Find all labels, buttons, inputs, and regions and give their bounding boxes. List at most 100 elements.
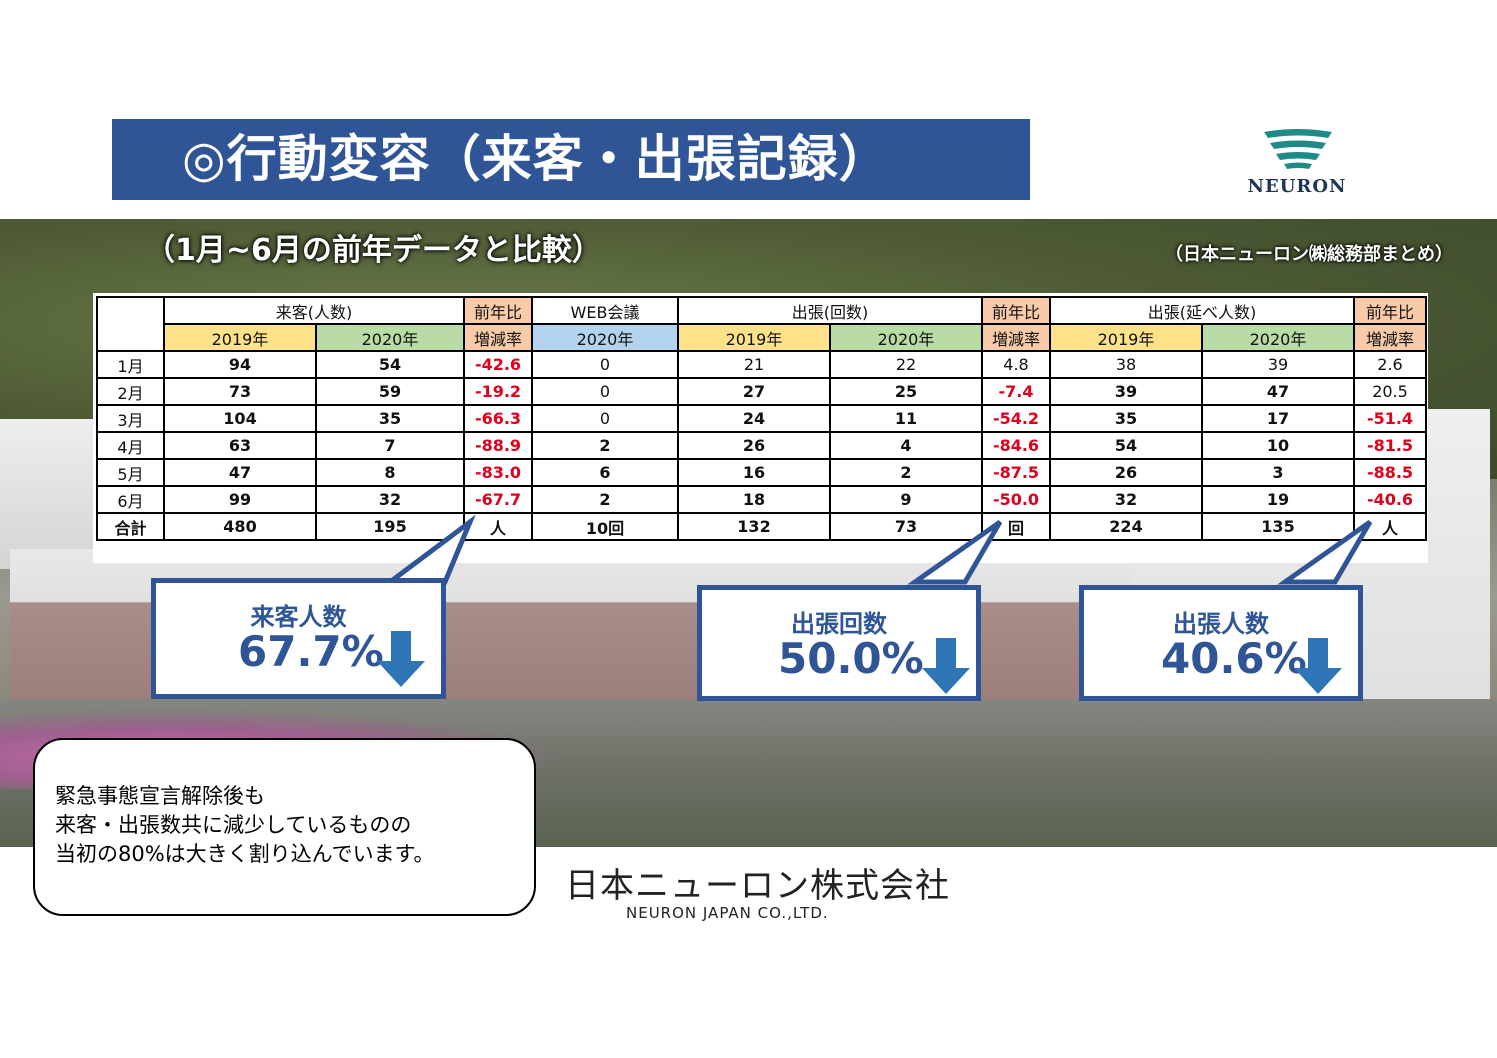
total-trips-2020-cell: 73 [829, 512, 983, 541]
total-visitors-2020-cell: 195 [315, 512, 465, 541]
callout-visitors-label: 来客人数 [250, 603, 347, 631]
trips-rate-cell: -87.5 [981, 458, 1051, 487]
people-2020-cell: 39 [1201, 350, 1355, 379]
total-label-cell: 合計 [96, 512, 165, 541]
trips-2019-cell: 21 [677, 350, 831, 379]
source-note: （日本ニューロン㈱総務部まとめ） [1165, 244, 1453, 265]
trips-rate-cell: -7.4 [981, 377, 1051, 406]
header-trips-2020: 2020年 [829, 323, 983, 352]
trips-2020-cell: 9 [829, 485, 983, 514]
comment-line-3: 当初の80%は大きく割り込んでいます。 [55, 842, 435, 866]
header-trips: 出張(回数) [677, 296, 983, 325]
people-rate-cell: 2.6 [1353, 350, 1427, 379]
total-trips-2019-cell: 132 [677, 512, 831, 541]
web-cell: 6 [531, 458, 679, 487]
header-web-meeting: WEB会議 [531, 296, 679, 325]
people-2019-cell: 39 [1049, 377, 1203, 406]
people-2019-cell: 54 [1049, 431, 1203, 460]
header-people-2020: 2020年 [1201, 323, 1355, 352]
trips-2019-cell: 27 [677, 377, 831, 406]
month-cell: 2月 [96, 377, 165, 406]
visitors-rate-cell: -42.6 [463, 350, 533, 379]
header-visitors-ratio: 前年比 [463, 296, 533, 325]
visitors-2019-cell: 63 [163, 431, 317, 460]
people-2020-cell: 3 [1201, 458, 1355, 487]
visitors-2019-cell: 47 [163, 458, 317, 487]
trips-rate-cell: -54.2 [981, 404, 1051, 433]
visitors-rate-cell: -19.2 [463, 377, 533, 406]
visitors-rate-cell: -67.7 [463, 485, 533, 514]
total-people-2020-cell: 135 [1201, 512, 1355, 541]
header-trips-2019: 2019年 [677, 323, 831, 352]
web-cell: 2 [531, 431, 679, 460]
trips-2019-cell: 16 [677, 458, 831, 487]
people-2019-cell: 26 [1049, 458, 1203, 487]
total-people-unit-cell: 人 [1353, 512, 1427, 541]
table-row: 2月 73 59 -19.2 0 27 25 -7.4 39 47 20.5 [96, 377, 1427, 406]
total-web-cell: 10回 [531, 512, 679, 541]
total-visitors-2019-cell: 480 [163, 512, 317, 541]
trips-2020-cell: 25 [829, 377, 983, 406]
callout-trips-value: 50.0% [778, 634, 924, 683]
web-cell: 2 [531, 485, 679, 514]
table-row: 3月 104 35 -66.3 0 24 11 -54.2 35 17 -51.… [96, 404, 1427, 433]
header-visitors-2019: 2019年 [163, 323, 317, 352]
subtitle: （1月~6月の前年データと比較） [145, 233, 602, 268]
visitors-2019-cell: 104 [163, 404, 317, 433]
table-row: 6月 99 32 -67.7 2 18 9 -50.0 32 19 -40.6 [96, 485, 1427, 514]
month-cell: 3月 [96, 404, 165, 433]
callout-tail-trips [907, 519, 1003, 585]
company-name-ja: 日本ニューロン株式会社 [565, 866, 950, 906]
people-rate-cell: 20.5 [1353, 377, 1427, 406]
header-visitors-rate: 増減率 [463, 323, 533, 352]
visitors-2019-cell: 94 [163, 350, 317, 379]
web-cell: 0 [531, 350, 679, 379]
callout-visitors: 来客人数 67.7% [151, 578, 446, 699]
comparison-table: 来客(人数) 前年比 WEB会議 出張(回数) 前年比 出張(延べ人数) 前年比… [96, 296, 1427, 541]
neuron-logo-mark-icon [1264, 129, 1332, 169]
callout-people: 出張人数 40.6% [1079, 585, 1363, 701]
web-cell: 0 [531, 377, 679, 406]
down-arrow-icon [377, 631, 425, 687]
photo-building-left [0, 419, 95, 569]
people-rate-cell: -51.4 [1353, 404, 1427, 433]
comment-line-2: 来客・出張数共に減少しているものの [55, 813, 412, 837]
callout-visitors-value: 67.7% [238, 627, 384, 676]
people-rate-cell: -40.6 [1353, 485, 1427, 514]
table-row: 4月 63 7 -88.9 2 26 4 -84.6 54 10 -81.5 [96, 431, 1427, 460]
visitors-2020-cell: 7 [315, 431, 465, 460]
company-name-block: 日本ニューロン株式会社 NEURON JAPAN CO.,LTD. [551, 850, 949, 930]
logo-text: NEURON [1247, 176, 1347, 197]
comment-line-1: 緊急事態宣言解除後も [55, 784, 265, 808]
people-rate-cell: -81.5 [1353, 431, 1427, 460]
visitors-rate-cell: -66.3 [463, 404, 533, 433]
table-row: 5月 47 8 -83.0 6 16 2 -87.5 26 3 -88.5 [96, 458, 1427, 487]
header-visitors: 来客(人数) [163, 296, 465, 325]
down-arrow-icon [1294, 638, 1342, 694]
month-cell: 6月 [96, 485, 165, 514]
people-2020-cell: 47 [1201, 377, 1355, 406]
trips-2019-cell: 24 [677, 404, 831, 433]
visitors-2019-cell: 73 [163, 377, 317, 406]
table-row: 1月 94 54 -42.6 0 21 22 4.8 38 39 2.6 [96, 350, 1427, 379]
header-trips-rate: 増減率 [981, 323, 1051, 352]
month-cell: 5月 [96, 458, 165, 487]
callout-people-value: 40.6% [1161, 634, 1307, 683]
people-rate-cell: -88.5 [1353, 458, 1427, 487]
visitors-2020-cell: 54 [315, 350, 465, 379]
people-2020-cell: 10 [1201, 431, 1355, 460]
people-2020-cell: 17 [1201, 404, 1355, 433]
down-arrow-icon [922, 638, 970, 694]
total-people-2019-cell: 224 [1049, 512, 1203, 541]
page-title: ◎行動変容（来客・出張記録） [112, 119, 1030, 200]
web-cell: 0 [531, 404, 679, 433]
trips-2020-cell: 4 [829, 431, 983, 460]
visitors-rate-cell: -88.9 [463, 431, 533, 460]
table-total-row: 合計 480 195 人 10回 132 73 回 224 135 人 [96, 512, 1427, 541]
header-trips-ratio: 前年比 [981, 296, 1051, 325]
header-web-2020: 2020年 [531, 323, 679, 352]
company-name-en: NEURON JAPAN CO.,LTD. [626, 904, 829, 922]
trips-rate-cell: -50.0 [981, 485, 1051, 514]
table-header-row-2: 2019年 2020年 増減率 2020年 2019年 2020年 増減率 20… [97, 323, 1427, 352]
trips-rate-cell: 4.8 [981, 350, 1051, 379]
